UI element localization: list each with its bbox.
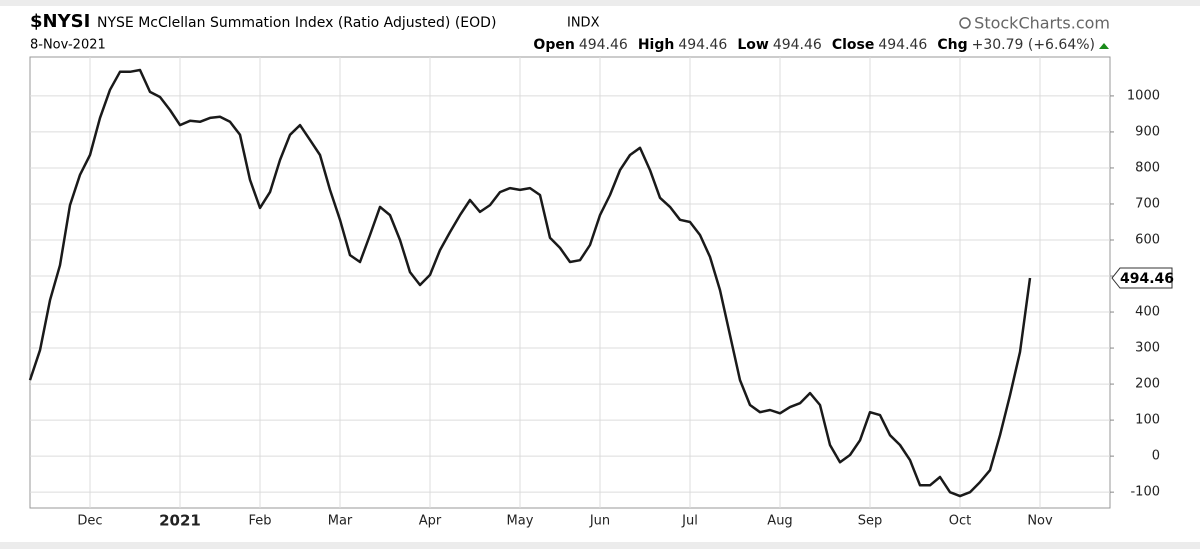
y-tick-label: 100 xyxy=(1135,413,1160,428)
x-tick-label: Oct xyxy=(949,514,971,529)
quote-value: 494.46 xyxy=(878,37,927,53)
y-tick-label: 400 xyxy=(1135,305,1160,320)
quote: Open 494.46 High 494.46 Low 494.46 Close 494.46… xyxy=(533,37,1095,53)
x-tick-label: Dec xyxy=(77,514,102,529)
y-tick-label: 1000 xyxy=(1127,88,1160,103)
chart-title: NYSE McClellan Summation Index (Ratio Ad… xyxy=(97,15,496,31)
quote-label: Low xyxy=(737,37,769,53)
y-tick-label: 900 xyxy=(1135,124,1160,139)
price-tag xyxy=(1111,267,1173,289)
x-tick-label: Jul xyxy=(681,514,698,529)
quote-label: High xyxy=(638,37,675,53)
x-tick-label: Apr xyxy=(419,514,442,529)
x-tick-label: Jun xyxy=(589,514,610,529)
source: StockCharts.com xyxy=(974,14,1110,33)
y-tick-label: 700 xyxy=(1135,196,1160,211)
grid: -10001002003004005006007008009001000Dec2… xyxy=(30,57,1160,530)
y-tick-label: 300 xyxy=(1135,341,1160,356)
y-tick-label: 0 xyxy=(1152,449,1160,464)
x-tick-label: Mar xyxy=(328,514,353,529)
y-tick-label: 800 xyxy=(1135,160,1160,175)
date: 8-Nov-2021 xyxy=(30,38,106,53)
change-label: Chg xyxy=(937,37,967,53)
x-tick-label: May xyxy=(507,514,534,529)
change-value: +30.79 (+6.64%) xyxy=(972,37,1095,53)
plot-area xyxy=(29,56,1111,509)
y-tick-label: -100 xyxy=(1130,485,1160,500)
x-tick-label: 2021 xyxy=(159,512,201,530)
x-tick-label: Nov xyxy=(1027,514,1053,529)
y-tick-label: 200 xyxy=(1135,377,1160,392)
source-icon xyxy=(959,17,971,29)
exchange: INDX xyxy=(567,16,600,31)
x-tick-label: Aug xyxy=(767,514,792,529)
quote-value: 494.46 xyxy=(579,37,628,53)
symbol: $NYSI xyxy=(30,11,90,32)
x-tick-label: Feb xyxy=(248,514,271,529)
change-arrow xyxy=(1099,43,1109,49)
price-tag-label: 494.46 xyxy=(1120,271,1174,287)
marks: 494.46 xyxy=(28,68,1174,498)
quote-value: 494.46 xyxy=(773,37,822,53)
quote-label: Close xyxy=(832,37,875,53)
quote-value: 494.46 xyxy=(678,37,727,53)
line xyxy=(28,68,1032,498)
quote-label: Open xyxy=(533,37,574,53)
x-tick-label: Sep xyxy=(858,514,883,529)
y-tick-label: 600 xyxy=(1135,232,1160,247)
